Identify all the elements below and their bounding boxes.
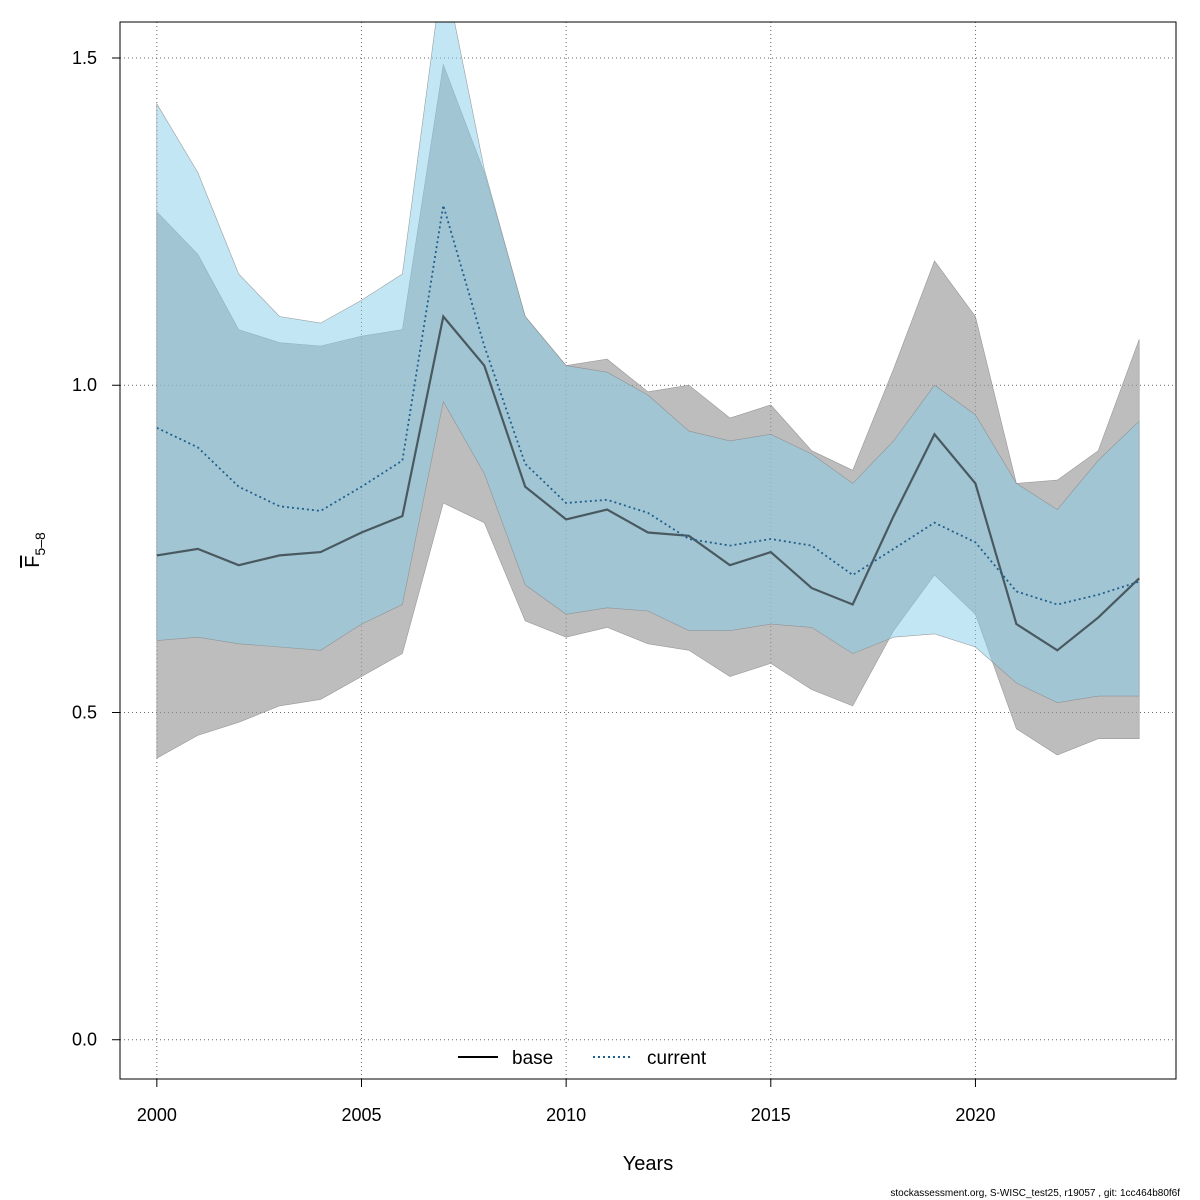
plot-frame: [119, 21, 1177, 1080]
legend-label-base: base: [512, 1048, 553, 1069]
y-axis-title-main: F: [22, 556, 44, 568]
y-axis-title-sub: 5–8: [32, 532, 48, 556]
x-tick-label-2000: 2000: [137, 1105, 177, 1125]
legend-label-current: current: [647, 1048, 707, 1069]
series-lines: [156, 205, 1140, 652]
confidence-bands: [156, 22, 1140, 759]
band-current: [156, 22, 1140, 704]
x-tick-label-2020: 2020: [955, 1105, 995, 1125]
legend: base current: [458, 1048, 707, 1069]
x-tick-label-2010: 2010: [546, 1105, 586, 1125]
line-current: [156, 205, 1140, 606]
y-tick-label-0: 0.0: [72, 1030, 97, 1050]
svg-text:F5–8: F5–8: [22, 532, 48, 568]
line-base: [156, 314, 1140, 652]
y-axis-title: F5–8: [22, 532, 48, 568]
y-tick-label-3: 1.5: [72, 48, 97, 68]
x-tick-label-2015: 2015: [751, 1105, 791, 1125]
axes: 2000 2005 2010 2015 2020 0.0 0.5 1.0 1.5: [72, 48, 995, 1125]
x-axis-title: Years: [623, 1153, 673, 1175]
footer-note: stockassessment.org, S-WISC_test25, r190…: [890, 1188, 1180, 1199]
y-tick-label-2: 1.0: [72, 375, 97, 395]
x-tick-label-2005: 2005: [341, 1105, 381, 1125]
y-tick-label-1: 0.5: [72, 702, 97, 722]
